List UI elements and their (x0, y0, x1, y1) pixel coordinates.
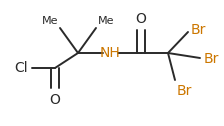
Text: O: O (50, 93, 60, 107)
Text: Br: Br (191, 23, 206, 37)
Text: Br: Br (177, 84, 192, 98)
Text: Me: Me (41, 16, 58, 26)
Text: Cl: Cl (14, 61, 28, 75)
Text: Me: Me (98, 16, 114, 26)
Text: Br: Br (204, 52, 219, 66)
Text: O: O (136, 12, 146, 26)
Text: NH: NH (100, 46, 120, 60)
